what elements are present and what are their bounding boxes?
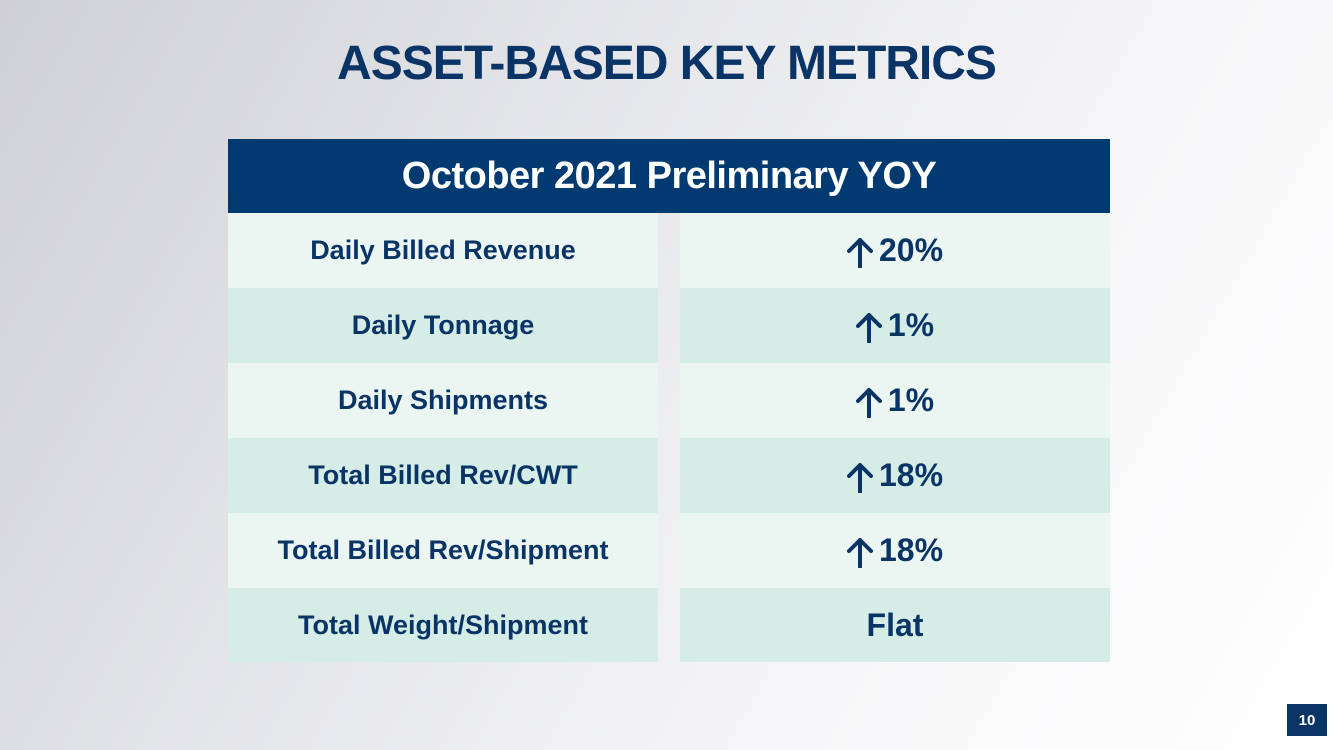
metric-label: Daily Tonnage: [228, 288, 658, 363]
metric-value: 1%: [887, 307, 935, 343]
arrow-up-icon: [846, 237, 873, 268]
arrow-up-icon: [846, 537, 873, 568]
arrow-up-icon: [855, 387, 882, 418]
metric-label: Daily Shipments: [228, 363, 658, 438]
metric-value: 20%: [878, 232, 944, 268]
arrow-up-icon: [855, 312, 882, 343]
table-header: October 2021 Preliminary YOY: [228, 139, 1110, 213]
table-row: Total Billed Rev/Shipment 18%: [228, 513, 1110, 588]
metric-value-cell: 1%: [680, 288, 1110, 363]
metric-value-cell: 20%: [680, 213, 1110, 288]
metric-value: 1%: [887, 382, 935, 418]
metric-value-cell: 18%: [680, 438, 1110, 513]
table-row: Daily Tonnage 1%: [228, 288, 1110, 363]
table-row: Daily Billed Revenue 20%: [228, 213, 1110, 288]
metric-value: 18%: [878, 532, 944, 568]
slide-title: ASSET-BASED KEY METRICS: [337, 37, 997, 90]
table-header-text: October 2021 Preliminary YOY: [401, 154, 937, 197]
metric-label: Daily Billed Revenue: [228, 213, 658, 288]
metrics-table: Daily Billed Revenue 20% Daily Tonnage 1…: [228, 213, 1110, 662]
metric-value-cell: 18%: [680, 513, 1110, 588]
metric-label: Total Billed Rev/Shipment: [228, 513, 658, 588]
arrow-up-icon: [846, 462, 873, 493]
metric-value-cell: 1%: [680, 363, 1110, 438]
page-number: 10: [1287, 704, 1327, 736]
metric-value: 18%: [878, 457, 944, 493]
table-row: Total Weight/Shipment Flat: [228, 588, 1110, 662]
metric-label: Total Billed Rev/CWT: [228, 438, 658, 513]
table-row: Total Billed Rev/CWT 18%: [228, 438, 1110, 513]
metric-value: Flat: [866, 606, 924, 643]
metric-label: Total Weight/Shipment: [228, 588, 658, 662]
table-row: Daily Shipments 1%: [228, 363, 1110, 438]
metric-value-cell: Flat: [680, 588, 1110, 662]
